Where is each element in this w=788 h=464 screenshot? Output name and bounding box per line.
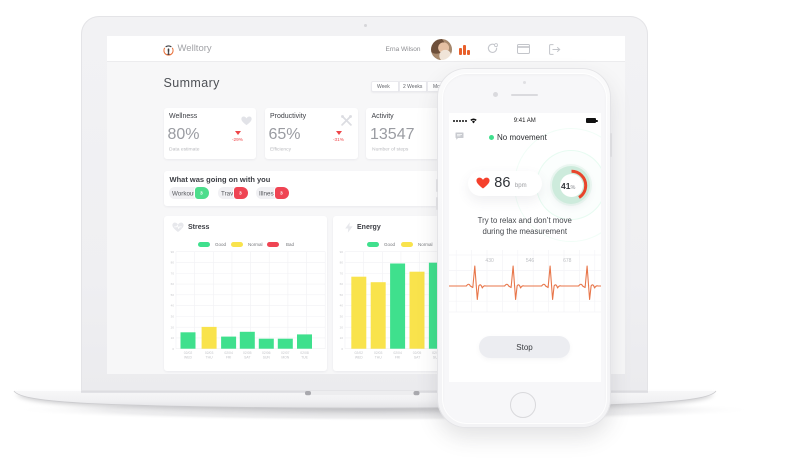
- svg-text:0: 0: [172, 346, 174, 350]
- svg-text:02/02: 02/02: [354, 351, 363, 355]
- svg-text:678: 678: [563, 258, 572, 264]
- svg-text:02/05: 02/05: [243, 351, 252, 355]
- svg-text:02/04: 02/04: [224, 351, 233, 355]
- svg-text:40: 40: [340, 303, 344, 307]
- svg-text:FRI: FRI: [395, 355, 401, 359]
- svg-text:02/03: 02/03: [205, 351, 214, 355]
- svg-text:20: 20: [340, 325, 344, 329]
- svg-text:WED: WED: [184, 355, 192, 359]
- svg-text:60: 60: [340, 282, 344, 286]
- svg-text:MON: MON: [281, 355, 289, 359]
- svg-text:02/05: 02/05: [413, 351, 422, 355]
- svg-text:20: 20: [171, 325, 175, 329]
- svg-text:THU: THU: [375, 355, 383, 359]
- svg-text:50: 50: [171, 292, 175, 296]
- svg-text:430: 430: [485, 258, 494, 264]
- svg-text:0: 0: [341, 346, 343, 350]
- svg-text:80: 80: [340, 260, 344, 264]
- svg-text:SAT: SAT: [414, 355, 420, 359]
- svg-text:50: 50: [340, 292, 344, 296]
- svg-text:30: 30: [340, 314, 344, 318]
- svg-text:02/08: 02/08: [300, 351, 309, 355]
- svg-text:90: 90: [340, 250, 344, 254]
- svg-text:10: 10: [171, 336, 175, 340]
- svg-text:546: 546: [525, 258, 534, 264]
- svg-text:02/06: 02/06: [432, 351, 441, 355]
- svg-text:90: 90: [171, 250, 175, 254]
- svg-text:80: 80: [171, 260, 175, 264]
- svg-text:FRI: FRI: [226, 355, 232, 359]
- svg-text:02/03: 02/03: [374, 351, 383, 355]
- svg-text:30: 30: [171, 314, 175, 318]
- svg-text:02/04: 02/04: [393, 351, 402, 355]
- svg-text:SUN: SUN: [263, 355, 271, 359]
- svg-text:WED: WED: [355, 355, 363, 359]
- svg-text:10: 10: [340, 336, 344, 340]
- svg-text:02/02: 02/02: [184, 351, 193, 355]
- svg-text:60: 60: [171, 282, 175, 286]
- svg-text:40: 40: [171, 303, 175, 307]
- svg-text:SUN: SUN: [433, 355, 441, 359]
- svg-text:TUE: TUE: [301, 355, 309, 359]
- svg-text:70: 70: [340, 271, 344, 275]
- svg-text:02/07: 02/07: [281, 351, 290, 355]
- svg-text:70: 70: [171, 271, 175, 275]
- svg-text:02/06: 02/06: [262, 351, 271, 355]
- svg-text:SAT: SAT: [244, 355, 250, 359]
- svg-text:THU: THU: [206, 355, 214, 359]
